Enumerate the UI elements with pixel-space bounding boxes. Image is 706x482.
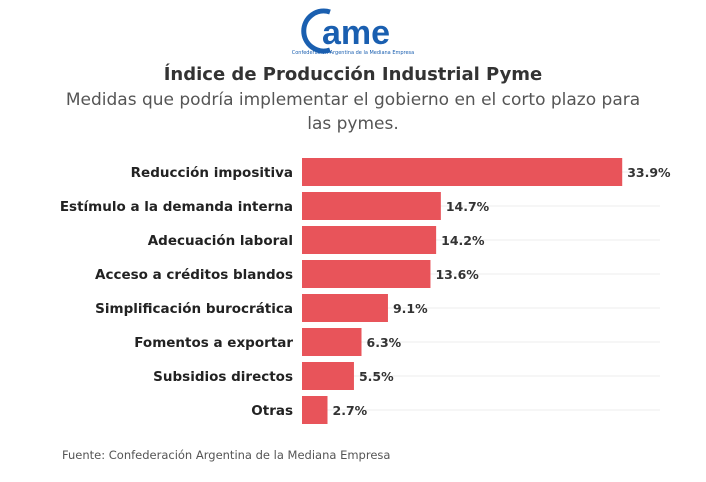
- svg-text:ame: ame: [322, 14, 390, 52]
- bar: [302, 294, 388, 322]
- bar: [302, 226, 437, 254]
- came-logo: ame: [301, 8, 390, 54]
- data-label: 9.1%: [393, 301, 428, 316]
- category-label: Otras: [251, 403, 293, 419]
- data-label: 6.3%: [367, 335, 402, 350]
- bar: [302, 192, 441, 220]
- chart-title: Índice de Producción Industrial Pyme: [163, 64, 543, 85]
- data-label: 14.2%: [441, 233, 485, 248]
- category-label: Estímulo a la demanda interna: [60, 199, 293, 215]
- category-label: Subsidios directos: [153, 369, 293, 385]
- category-label: Reducción impositiva: [131, 165, 293, 181]
- data-label: 5.5%: [359, 369, 394, 384]
- bar: [302, 260, 431, 288]
- bar: [302, 396, 328, 424]
- category-label: Acceso a créditos blandos: [95, 267, 293, 283]
- chart-subtitle: Medidas que podría implementar el gobier…: [65, 90, 641, 134]
- data-label: 13.6%: [435, 267, 479, 282]
- bar: [302, 158, 623, 186]
- logo-subtitle: Confederación Argentina de la Mediana Em…: [291, 50, 415, 56]
- data-label: 33.9%: [627, 165, 671, 180]
- bar: [302, 362, 354, 390]
- category-label: Adecuación laboral: [148, 233, 293, 249]
- bar: [302, 328, 362, 356]
- category-label: Fomentos a exportar: [134, 335, 293, 351]
- source-note: Fuente: Confederación Argentina de la Me…: [62, 448, 391, 462]
- category-label: Simplificación burocrática: [95, 301, 293, 317]
- data-label: 14.7%: [446, 199, 490, 214]
- data-label: 2.7%: [333, 403, 368, 418]
